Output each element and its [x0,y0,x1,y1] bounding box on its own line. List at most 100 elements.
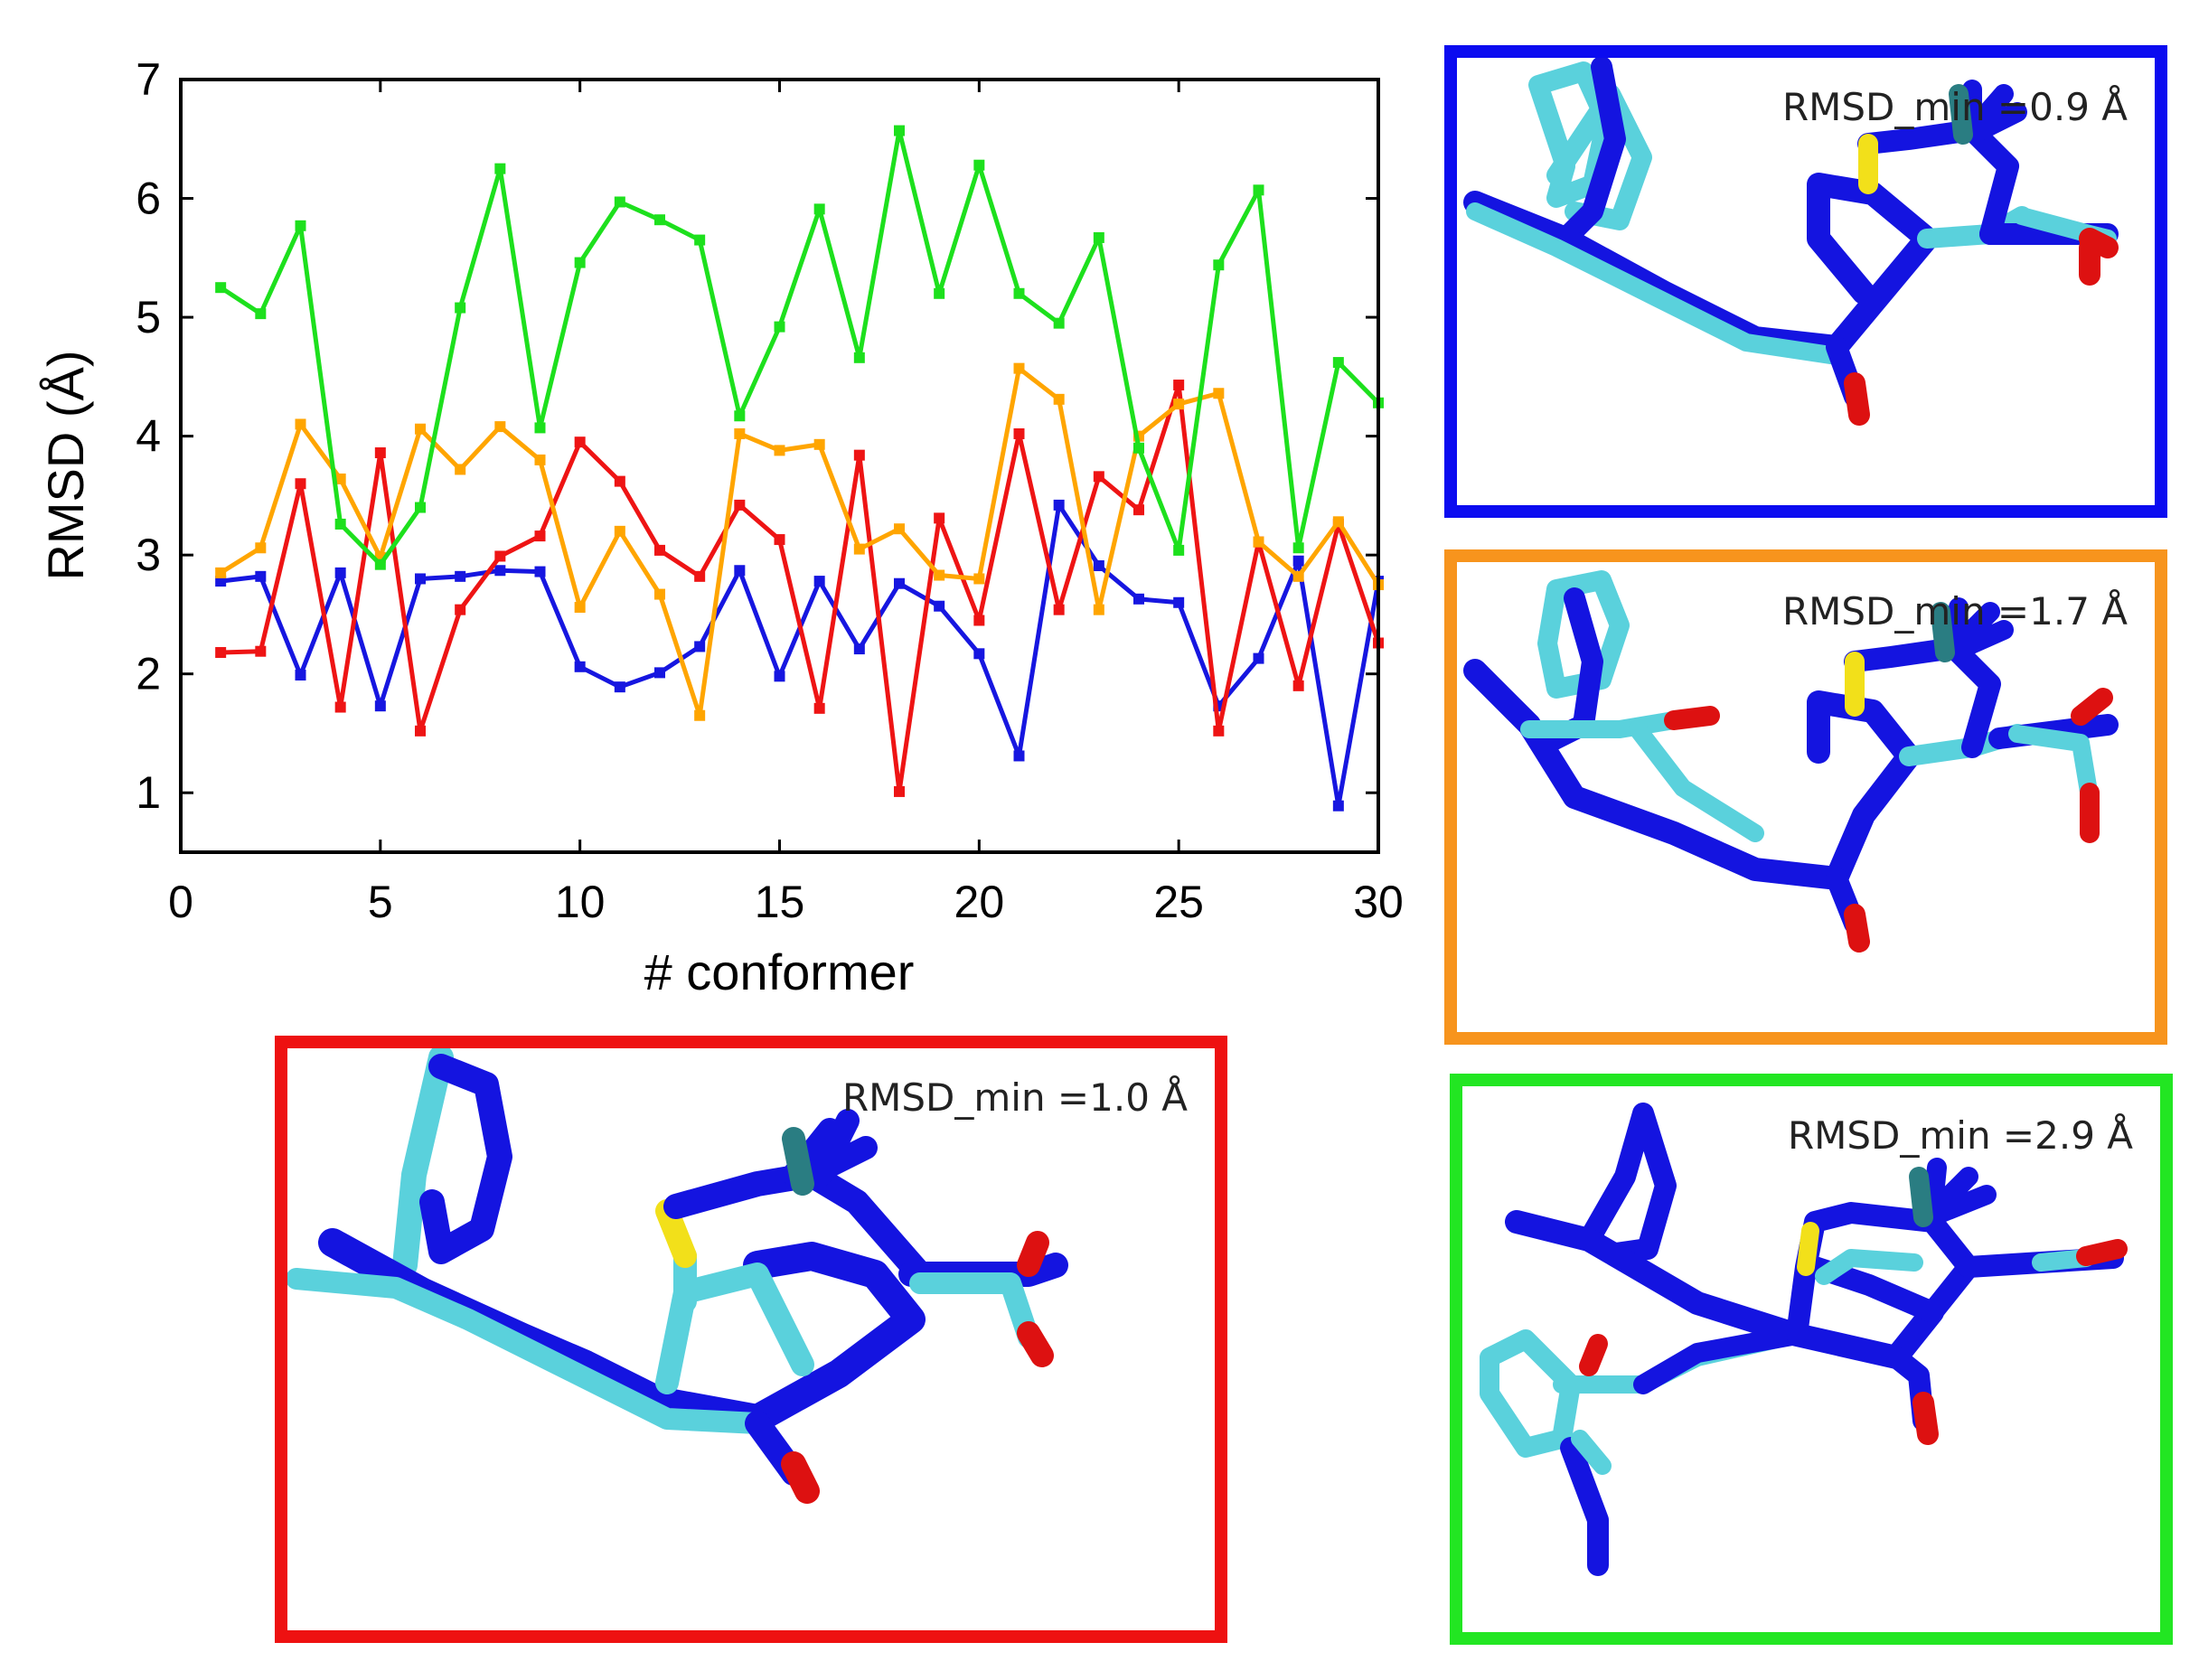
y-axis-title: RMSD (Å) [37,350,94,580]
series-line-2 [219,366,1381,718]
series-3-point [415,502,426,513]
series-2-point [1253,536,1264,548]
x-tick-label: 25 [1153,877,1204,927]
series-3-point [654,214,665,226]
series-1-point [1013,427,1025,439]
series-2-point [334,473,346,484]
series-0-point [654,667,665,679]
series-1-point [215,647,227,659]
series-2-point [215,567,227,578]
x-tick-label: 30 [1353,877,1404,927]
series-1-point [534,530,546,542]
series-0-point [334,567,346,578]
series-2-point [1292,570,1304,582]
series-3-point [1173,544,1185,556]
series-0-point [1253,652,1264,664]
series-0-point [934,600,945,612]
series-0-point [494,565,506,577]
series-3-point [494,163,506,174]
y-tick-label: 2 [136,649,161,699]
series-line-3 [219,128,1380,568]
series-2-point [415,423,426,435]
series-2-point [654,588,665,600]
series-3-point [295,220,306,231]
series-2-point [1053,393,1065,405]
series-0-point [574,661,586,672]
molecule-overlay-red [287,1048,1068,1504]
x-axis-title: # conformer [644,943,915,1000]
series-3-point [1332,357,1344,369]
series-0-point [1053,499,1065,511]
series-1-point [1292,680,1304,691]
x-tick-label: 10 [555,877,606,927]
series-3-point [574,257,586,268]
series-0-point [694,641,706,652]
series-2-point [455,464,466,475]
series-0-point [973,648,985,660]
series-3-point [255,308,267,320]
series-0-point [374,700,386,712]
series-3-point [813,203,825,215]
series-3-point [973,159,985,171]
series-2-point [1213,388,1225,399]
series-2-point [1093,604,1104,615]
series-1-point [1133,504,1144,516]
x-tick-label: 5 [368,877,393,927]
panel-blue-overlay: RMSD_min =0.9 Å [1444,45,2167,518]
series-3-point [1093,231,1104,243]
series-0-point [215,576,227,587]
series-3-point [1133,442,1144,454]
series-2-point [694,709,706,721]
series-2-point [853,543,865,555]
series-2-point [614,525,625,537]
plot-frame [179,78,1380,854]
series-2-point [813,438,825,450]
series-1-point [774,534,785,546]
series-3-point [534,422,546,434]
series-3-point [374,558,386,570]
series-line-1 [221,382,1381,794]
series-1-point [1093,471,1104,483]
series-2-point [574,602,586,614]
series-1-point [334,701,346,713]
series-1-point [1053,604,1065,615]
series-1-point [614,475,625,487]
series-1-point [813,702,825,714]
panel-red-overlay: RMSD_min =1.0 Å [275,1036,1227,1643]
series-0-point [1173,596,1185,608]
series-2-point [295,418,306,430]
series-1-point [654,544,665,556]
y-tick-label: 4 [136,411,161,462]
series-0-point [295,670,306,681]
series-3-point [694,234,706,246]
series-1-point [973,615,985,626]
series-3-point [774,321,785,333]
panel-red-label: RMSD_min =1.0 Å [841,1075,1188,1120]
x-tick-label: 15 [755,877,805,927]
series-1-point [934,512,945,524]
series-1-point [734,499,746,511]
panel-blue-label: RMSD_min =0.9 Å [1781,85,2128,129]
series-2-point [734,427,746,439]
x-tick-label: 20 [954,877,1005,927]
series-2-point [894,523,905,535]
y-tick-label: 6 [136,174,161,224]
series-3-point [1013,287,1025,299]
panel-green-overlay: RMSD_min =2.9 Å [1450,1074,2173,1645]
series-3-point [1053,317,1065,329]
x-tick-label: 0 [168,877,193,927]
series-2-point [255,542,267,554]
series-2-point [1013,362,1025,374]
series-2-point [774,445,785,456]
series-3-point [334,518,346,530]
series-3-point [734,410,746,422]
series-1-point [694,570,706,582]
series-1-point [853,449,865,461]
series-2-point [1173,399,1185,410]
molecule-overlay-orange [1463,570,2119,953]
series-0-point [853,643,865,655]
series-0-point [614,681,625,693]
molecule-overlay-blue [1463,58,2119,426]
series-0-point [1292,555,1304,567]
series-3-point [1292,542,1304,554]
